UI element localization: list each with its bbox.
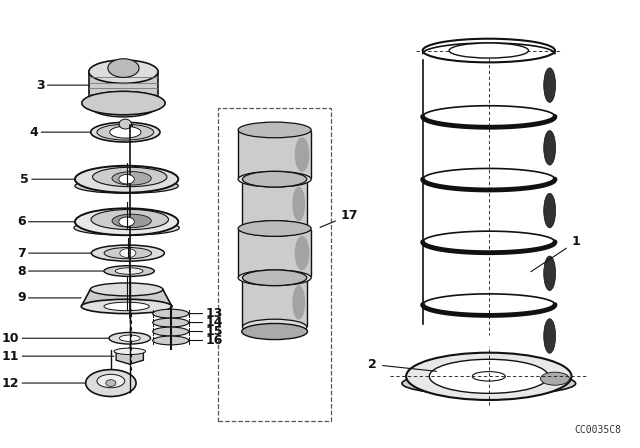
Ellipse shape xyxy=(109,126,141,138)
Ellipse shape xyxy=(75,208,179,235)
Ellipse shape xyxy=(120,249,136,258)
Ellipse shape xyxy=(292,187,305,221)
Ellipse shape xyxy=(292,285,305,320)
Ellipse shape xyxy=(106,380,116,386)
Ellipse shape xyxy=(93,167,167,187)
Text: 17: 17 xyxy=(320,208,358,228)
Ellipse shape xyxy=(75,179,179,194)
Ellipse shape xyxy=(90,283,163,296)
Text: 2: 2 xyxy=(369,358,436,371)
Ellipse shape xyxy=(153,336,189,345)
Ellipse shape xyxy=(153,327,189,336)
Ellipse shape xyxy=(109,332,150,344)
Polygon shape xyxy=(243,181,307,227)
Ellipse shape xyxy=(544,68,556,103)
Ellipse shape xyxy=(243,221,307,237)
Text: 5: 5 xyxy=(20,172,75,186)
Polygon shape xyxy=(116,348,143,364)
Ellipse shape xyxy=(108,59,139,78)
Ellipse shape xyxy=(91,209,168,229)
Ellipse shape xyxy=(295,138,309,172)
Text: 4: 4 xyxy=(29,125,91,139)
Ellipse shape xyxy=(238,172,311,187)
Ellipse shape xyxy=(406,353,572,400)
Text: 7: 7 xyxy=(17,246,92,260)
Ellipse shape xyxy=(82,91,165,115)
Ellipse shape xyxy=(119,119,132,129)
Ellipse shape xyxy=(114,348,145,354)
Polygon shape xyxy=(81,289,172,306)
Ellipse shape xyxy=(544,194,556,228)
Ellipse shape xyxy=(92,245,164,261)
Polygon shape xyxy=(238,230,311,276)
Ellipse shape xyxy=(104,247,152,259)
Text: 16: 16 xyxy=(189,334,223,347)
Ellipse shape xyxy=(119,217,134,227)
Ellipse shape xyxy=(97,124,154,140)
Ellipse shape xyxy=(89,94,158,117)
Ellipse shape xyxy=(115,268,143,274)
Bar xyxy=(89,72,158,105)
Ellipse shape xyxy=(243,270,307,286)
Ellipse shape xyxy=(112,214,151,228)
Ellipse shape xyxy=(243,172,307,187)
Ellipse shape xyxy=(402,371,575,395)
Text: 3: 3 xyxy=(36,78,89,92)
Ellipse shape xyxy=(544,256,556,290)
Ellipse shape xyxy=(238,122,311,138)
Ellipse shape xyxy=(89,60,158,83)
Ellipse shape xyxy=(104,266,154,276)
Bar xyxy=(119,124,132,132)
Ellipse shape xyxy=(238,270,311,286)
Ellipse shape xyxy=(544,131,556,165)
Ellipse shape xyxy=(82,91,165,115)
Text: 8: 8 xyxy=(17,264,104,278)
Ellipse shape xyxy=(544,319,556,353)
Text: 11: 11 xyxy=(2,349,114,363)
Ellipse shape xyxy=(449,43,529,58)
Text: 1: 1 xyxy=(531,235,580,272)
Ellipse shape xyxy=(119,335,140,341)
Ellipse shape xyxy=(295,236,309,271)
Ellipse shape xyxy=(153,309,189,318)
Text: 14: 14 xyxy=(189,316,223,329)
Ellipse shape xyxy=(119,174,134,184)
Ellipse shape xyxy=(75,166,179,193)
Ellipse shape xyxy=(153,318,189,327)
Ellipse shape xyxy=(97,375,125,388)
Ellipse shape xyxy=(242,323,307,340)
Ellipse shape xyxy=(541,372,570,385)
Polygon shape xyxy=(243,279,307,326)
Text: 9: 9 xyxy=(17,291,81,305)
Ellipse shape xyxy=(104,302,149,311)
Ellipse shape xyxy=(86,370,136,396)
Ellipse shape xyxy=(112,172,151,185)
Ellipse shape xyxy=(472,371,506,381)
Text: 13: 13 xyxy=(189,307,223,320)
Ellipse shape xyxy=(238,221,311,237)
Text: CC0035C8: CC0035C8 xyxy=(574,425,621,435)
Ellipse shape xyxy=(81,299,172,314)
Text: 10: 10 xyxy=(2,332,109,345)
Ellipse shape xyxy=(243,319,307,335)
Ellipse shape xyxy=(429,359,548,393)
Text: 15: 15 xyxy=(189,325,223,338)
Text: 6: 6 xyxy=(17,215,75,228)
Ellipse shape xyxy=(74,220,179,235)
Polygon shape xyxy=(238,131,311,178)
Ellipse shape xyxy=(91,122,160,142)
Text: 12: 12 xyxy=(2,376,86,390)
